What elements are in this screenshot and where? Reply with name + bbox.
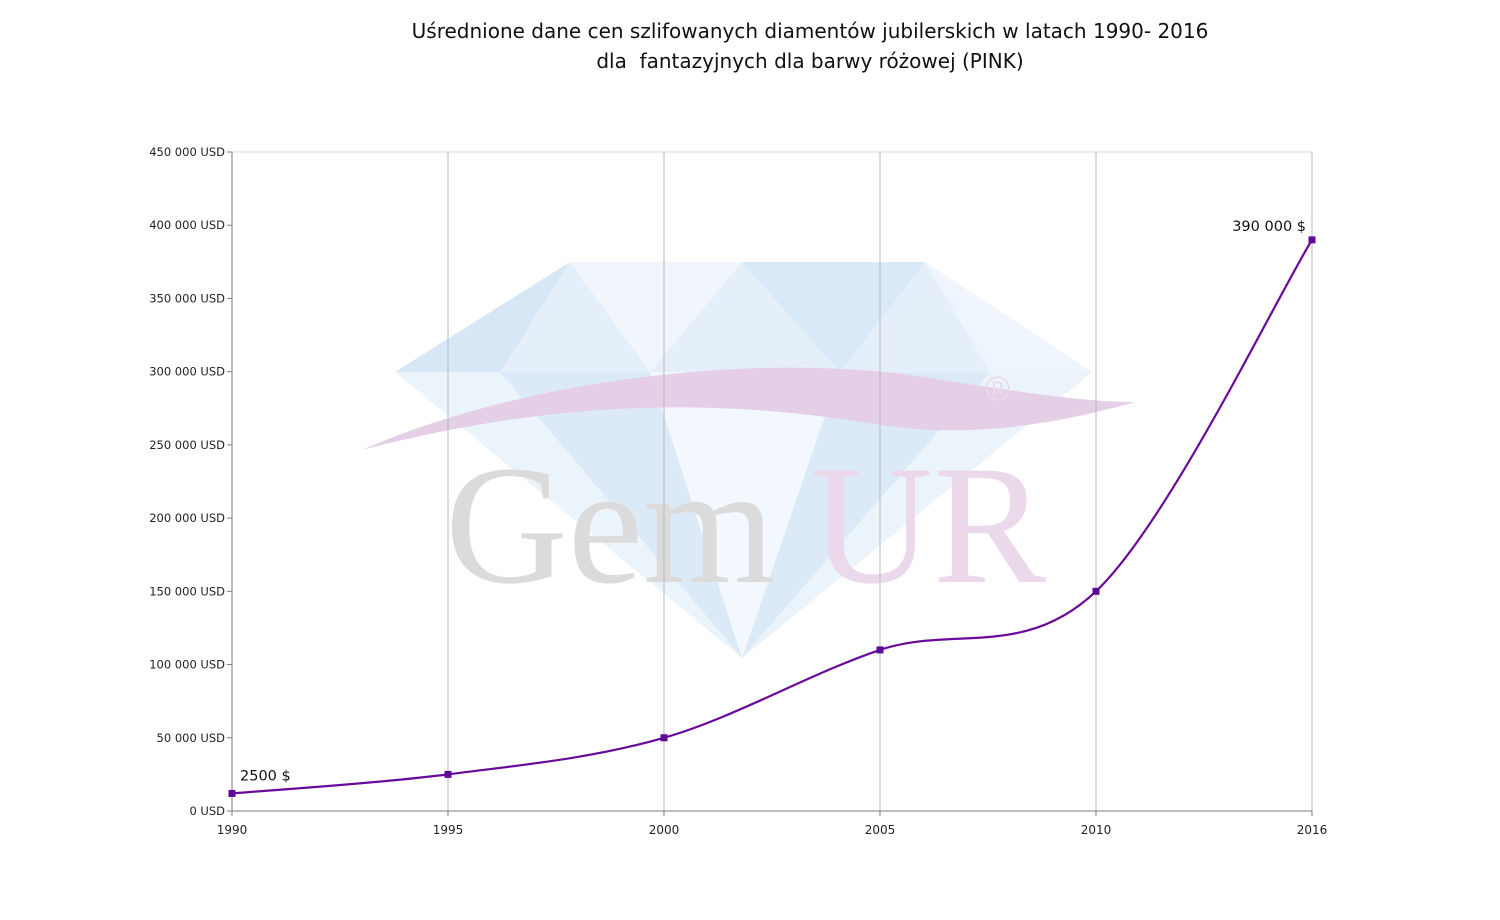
ytick-label: 100 000 USD <box>149 658 225 672</box>
data-label-1990: 2500 $ <box>240 768 291 784</box>
series-price <box>228 236 1316 797</box>
watermark-gem: Gem <box>445 431 775 619</box>
swoosh-watermark <box>362 367 1135 450</box>
data-point-1995 <box>444 770 452 778</box>
chart-title-line-2: dla fantazyjnych dla barwy różowej (PINK… <box>596 49 1024 73</box>
diamond-watermark-icon <box>395 262 1092 658</box>
xtick-label: 1990 <box>217 823 248 837</box>
data-point-2005 <box>876 646 884 654</box>
ytick-label: 50 000 USD <box>157 731 226 745</box>
xtick-label: 1995 <box>433 823 464 837</box>
grid-lines <box>232 151 1313 811</box>
data-point-2010 <box>1092 587 1100 595</box>
chart-title: Uśrednione dane cen szlifowanych diament… <box>0 16 1500 76</box>
ytick-label: 250 000 USD <box>149 438 225 452</box>
xtick-label: 2000 <box>649 823 680 837</box>
ytick-label: 0 USD <box>189 804 225 818</box>
xtick-label: 2005 <box>865 823 896 837</box>
data-point-2000 <box>660 734 668 742</box>
data-labels: 2500 $ 390 000 $ <box>240 219 1306 785</box>
watermark-ur: UR <box>810 431 1047 619</box>
x-axis-ticks: 1990 1995 2000 2005 2010 2016 <box>217 811 1328 837</box>
chart-title-line-1: Uśrednione dane cen szlifowanych diament… <box>411 19 1209 43</box>
axes <box>227 152 1312 816</box>
ytick-label: 400 000 USD <box>149 218 225 232</box>
xtick-label: 2016 <box>1297 823 1328 837</box>
data-point-2016 <box>1308 236 1316 244</box>
watermark-logo: Gem UR ® <box>362 262 1135 658</box>
ytick-label: 350 000 USD <box>149 291 225 305</box>
registered-mark: ® <box>985 370 1010 408</box>
ytick-label: 450 000 USD <box>149 145 225 159</box>
data-point-1990 <box>228 789 236 797</box>
series-line <box>231 239 1313 795</box>
xtick-label: 2010 <box>1081 823 1112 837</box>
data-label-2016: 390 000 $ <box>1232 219 1306 235</box>
ytick-label: 150 000 USD <box>149 584 225 598</box>
ytick-label: 300 000 USD <box>149 365 225 379</box>
ytick-label: 200 000 USD <box>149 511 225 525</box>
y-axis-ticks: 0 USD 50 000 USD 100 000 USD 150 000 USD 200… <box>149 145 232 818</box>
